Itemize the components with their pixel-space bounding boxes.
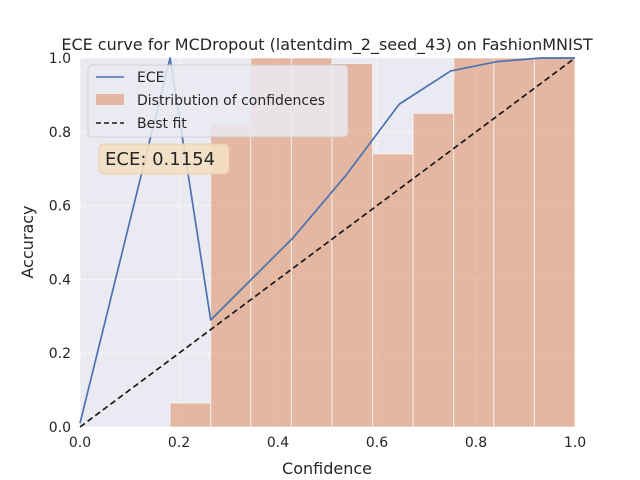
y-tick-label-5: 1.0	[49, 51, 71, 67]
x-tick-label-4: 0.8	[465, 435, 487, 451]
x-tick-label-1: 0.2	[168, 435, 190, 451]
ece-annotation: ECE: 0.1154	[98, 143, 230, 175]
histogram-bar-0	[169, 402, 212, 428]
histogram-bar-1	[210, 123, 252, 428]
legend-ece-label: ECE	[137, 70, 164, 86]
legend-bestfit-label: Best fit	[137, 116, 187, 132]
x-tick-label-2: 0.4	[267, 435, 289, 451]
y-axis-label: Accuracy	[18, 205, 37, 278]
x-tick-label-5: 1.0	[564, 435, 586, 451]
series-lines	[79, 57, 576, 428]
x-axis-label: Confidence	[282, 459, 372, 478]
histogram-bar-6	[412, 112, 455, 428]
legend-histogram-label: Distribution of confidences	[137, 93, 325, 109]
series-line-ece	[79, 57, 575, 424]
x-tick-label-0: 0.0	[69, 435, 91, 451]
ece-annotation-box	[98, 143, 230, 175]
y-tick-label-2: 0.4	[49, 272, 71, 288]
series-line-best-fit	[79, 57, 576, 428]
chart-title: ECE curve for MCDropout (latentdim_2_see…	[61, 35, 593, 55]
legend: ECE Distribution of confidences Best fit	[87, 64, 349, 138]
x-tick-label-3: 0.6	[366, 435, 388, 451]
y-tick-label-1: 0.2	[49, 346, 71, 362]
histogram-bar-9	[533, 57, 576, 428]
y-tick-labels: 0.0 0.2 0.4 0.6 0.8 1.0	[49, 51, 71, 436]
y-tick-label-4: 0.8	[49, 125, 71, 141]
histogram-bar-7	[453, 57, 495, 428]
y-tick-label-0: 0.0	[49, 420, 71, 436]
x-tick-labels: 0.0 0.2 0.4 0.6 0.8 1.0	[69, 435, 586, 451]
histogram-bar-5	[372, 153, 414, 428]
legend-box	[87, 64, 349, 138]
legend-histogram-swatch	[96, 94, 124, 105]
y-tick-label-3: 0.6	[49, 199, 71, 215]
ece-annotation-text: ECE: 0.1154	[105, 149, 215, 170]
